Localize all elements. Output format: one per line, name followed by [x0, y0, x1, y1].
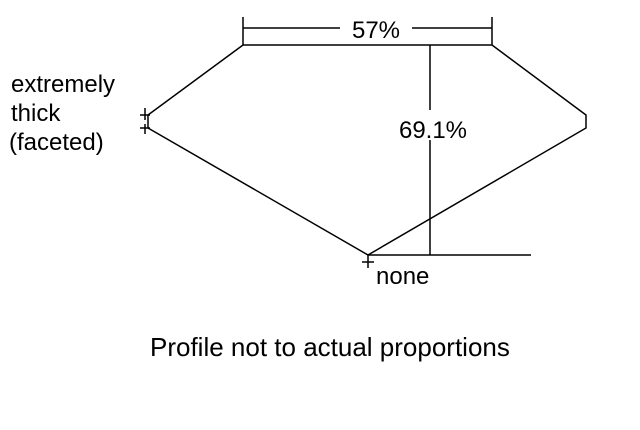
girdle-label-line-1: extremely [11, 71, 115, 98]
depth-percentage-label: 69.1% [399, 117, 467, 144]
girdle-label-line-3: (faceted) [9, 129, 104, 156]
culet-label: none [376, 263, 429, 290]
table-percentage-label: 57% [352, 17, 400, 44]
caption: Profile not to actual proportions [150, 332, 510, 362]
girdle-label-line-2: thick [11, 100, 61, 127]
crown-outline [147, 44, 587, 256]
